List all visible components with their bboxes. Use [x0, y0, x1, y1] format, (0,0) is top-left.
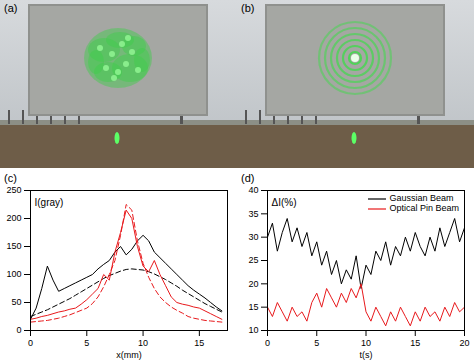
svg-text:25: 25 [248, 255, 258, 265]
html-text:Gaussian Beam: Gaussian Beam [389, 193, 454, 203]
svg-text:x(mm): x(mm) [116, 350, 142, 360]
svg-text:t(s): t(s) [360, 350, 373, 360]
html-text:(d): (d) [241, 172, 255, 184]
svg-text:15: 15 [410, 338, 420, 348]
svg-text:20: 20 [459, 338, 469, 348]
svg-text:100: 100 [6, 269, 21, 279]
svg-text:15: 15 [248, 302, 258, 312]
svg-text:250: 250 [6, 185, 21, 195]
svg-text:200: 200 [6, 213, 21, 223]
svg-text:30: 30 [248, 232, 258, 242]
svg-text:10: 10 [361, 338, 371, 348]
svg-text:5: 5 [314, 338, 319, 348]
svg-text:20: 20 [248, 279, 258, 289]
svg-text:ΔI(%): ΔI(%) [272, 197, 297, 208]
svg-text:10: 10 [248, 325, 258, 335]
svg-text:0: 0 [16, 325, 21, 335]
svg-text:0: 0 [28, 338, 33, 348]
html-text:(b): (b) [241, 2, 255, 14]
svg-text:150: 150 [6, 241, 21, 251]
svg-text:0: 0 [265, 338, 270, 348]
html-text:Optical Pin Beam: Optical Pin Beam [389, 203, 459, 213]
svg-text:5: 5 [84, 338, 89, 348]
svg-text:40: 40 [248, 185, 258, 195]
html-text:(a): (a) [4, 2, 18, 14]
svg-text:I(gray): I(gray) [35, 197, 64, 208]
svg-text:10: 10 [138, 338, 148, 348]
svg-text:35: 35 [248, 209, 258, 219]
svg-text:50: 50 [11, 297, 21, 307]
svg-text:15: 15 [194, 338, 204, 348]
html-text:(c): (c) [4, 172, 17, 184]
